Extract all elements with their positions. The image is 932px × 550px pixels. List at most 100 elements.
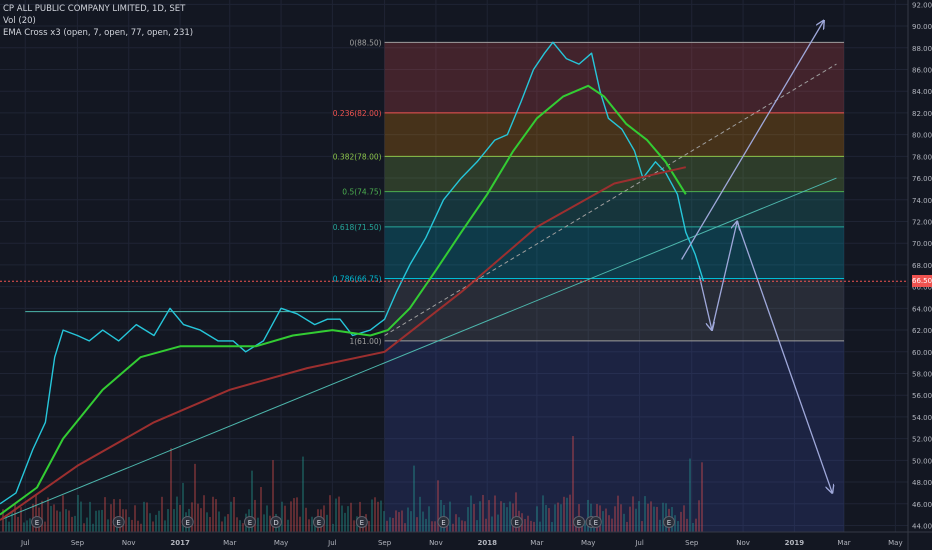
- price-axis-tick: 72.00: [912, 218, 932, 226]
- price-axis-tick: 62.00: [912, 327, 932, 335]
- volume-bar: [458, 517, 460, 532]
- volume-bar: [395, 510, 397, 532]
- volume-bar: [206, 512, 208, 532]
- earnings-marker: [243, 516, 256, 528]
- volume-bar: [170, 448, 172, 532]
- volume-bar: [479, 501, 481, 532]
- volume-indicator-label: Vol (20): [3, 16, 36, 26]
- time-axis-tick: May: [888, 539, 902, 547]
- volume-bar: [677, 521, 679, 532]
- volume-bar: [461, 520, 463, 532]
- volume-bar: [2, 509, 4, 532]
- volume-bar: [164, 520, 166, 532]
- volume-bar: [422, 511, 424, 532]
- ema-indicator-label: EMA Cross x3 (open, 7, open, 77, open, 2…: [3, 28, 194, 38]
- volume-bar: [101, 509, 103, 532]
- volume-bar: [89, 501, 91, 532]
- price-axis-tick: 90.00: [912, 23, 932, 31]
- earnings-markers: EEEEDEEEEEDEE: [31, 516, 676, 528]
- volume-bar: [692, 522, 694, 532]
- volume-bar: [431, 521, 433, 532]
- time-axis-tick: Jul: [327, 539, 337, 547]
- projection-arrow: [698, 275, 712, 330]
- volume-bar: [500, 501, 502, 532]
- volume-bar: [62, 495, 64, 532]
- volume-bar: [266, 505, 268, 532]
- volume-bar: [56, 510, 58, 532]
- volume-bar: [602, 511, 604, 532]
- volume-bar: [47, 497, 49, 532]
- earnings-marker-label: E: [35, 519, 39, 527]
- grid-lines: [0, 0, 908, 532]
- volume-bar: [464, 521, 466, 532]
- volume-bar: [86, 517, 88, 532]
- volume-bar: [263, 514, 265, 532]
- volume-bar: [20, 507, 22, 532]
- volume-bar: [194, 463, 196, 532]
- volume-bar: [542, 495, 544, 532]
- current-price-tag: 66.50: [912, 275, 932, 288]
- volume-bar: [494, 495, 496, 532]
- volume-bar: [281, 501, 283, 532]
- volume-bar: [350, 502, 352, 532]
- volume-bar: [554, 504, 556, 532]
- time-axis-tick: May: [274, 539, 288, 547]
- volume-bar: [605, 508, 607, 532]
- volume-bar: [311, 516, 313, 532]
- volume-bar: [491, 516, 493, 532]
- volume-bar: [536, 506, 538, 532]
- volume-bar: [641, 521, 643, 532]
- volume-bar: [182, 482, 184, 532]
- volume-bar: [149, 513, 151, 532]
- ema-series: [0, 41, 705, 521]
- volume-bar: [113, 499, 115, 532]
- volume-bar: [41, 500, 43, 532]
- price-axis-tick: 82.00: [912, 110, 932, 118]
- volume-bars: [2, 436, 703, 532]
- volume-bar: [374, 497, 376, 532]
- volume-bar: [371, 499, 373, 532]
- volume-bar: [158, 510, 160, 532]
- volume-bar: [653, 506, 655, 532]
- trendline: [384, 63, 837, 336]
- volume-bar: [50, 505, 52, 532]
- volume-bar: [614, 506, 616, 532]
- volume-bar: [527, 515, 529, 532]
- earnings-marker: [510, 516, 523, 528]
- earnings-marker-label: E: [248, 519, 252, 527]
- earnings-marker: [270, 516, 283, 528]
- volume-bar: [332, 523, 334, 532]
- price-axis-tick: 70.00: [912, 240, 932, 248]
- volume-bar: [227, 514, 229, 532]
- volume-bar: [290, 501, 292, 532]
- fib-zone: [384, 42, 845, 113]
- earnings-marker: [312, 516, 325, 528]
- earnings-marker: [589, 516, 602, 528]
- volume-bar: [155, 514, 157, 532]
- volume-bar: [569, 494, 571, 532]
- earnings-marker-label: E: [594, 519, 598, 527]
- volume-bar: [308, 519, 310, 532]
- volume-bar: [77, 494, 79, 532]
- fib-level-label: 0.618(71.50): [333, 223, 382, 232]
- earnings-marker-label: E: [360, 519, 364, 527]
- fib-level-label: 0(88.50): [349, 38, 381, 47]
- time-axis-tick: May: [581, 539, 595, 547]
- fib-level-label: 0.236(82.00): [333, 109, 382, 118]
- volume-bar: [698, 500, 700, 532]
- price-axis-tick: 54.00: [912, 414, 932, 422]
- volume-bar: [299, 516, 301, 532]
- volume-bar: [413, 465, 415, 532]
- earnings-marker-label: D: [273, 519, 278, 527]
- time-axis-labels: Jul Sep Nov 2017 Mar May Jul Sep Nov 2018 Mar May Ju…: [20, 539, 903, 547]
- volume-bar: [545, 505, 547, 532]
- time-axis-tick: Sep: [685, 539, 699, 547]
- price-axis-tick: 86.00: [912, 66, 932, 74]
- volume-bar: [506, 507, 508, 532]
- trendlines: [0, 63, 837, 521]
- time-axis-tick: Nov: [736, 539, 750, 547]
- volume-bar: [515, 492, 517, 532]
- volume-bar: [548, 508, 550, 532]
- time-axis-tick: Nov: [122, 539, 136, 547]
